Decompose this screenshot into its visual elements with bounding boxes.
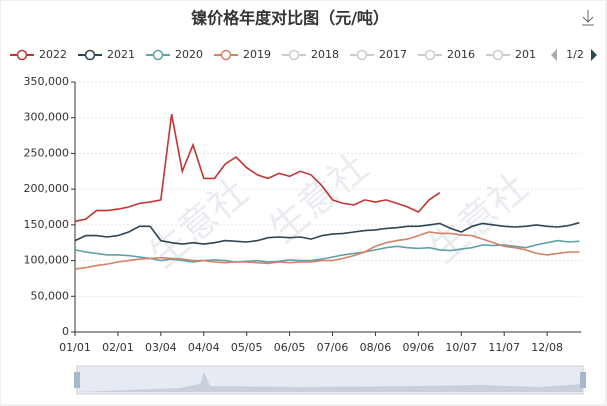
x-tick-label: 02/01 — [102, 341, 134, 354]
legend-label: 201 — [515, 48, 536, 61]
zoom-handle-left[interactable] — [74, 372, 80, 388]
y-tick-label: 50,000 — [31, 289, 70, 302]
legend-label: 2020 — [175, 48, 203, 61]
legend-item[interactable]: 2018 — [282, 48, 339, 61]
series-line — [74, 113, 441, 223]
download-icon[interactable] — [582, 10, 594, 26]
legend-item[interactable]: 2022 — [10, 48, 67, 61]
y-tick-label: 150,000 — [24, 218, 70, 231]
legend-label: 2022 — [39, 48, 67, 61]
x-tick-label: 07/06 — [317, 341, 349, 354]
legend-item[interactable]: 2020 — [146, 48, 203, 61]
legend-item[interactable]: 2019 — [214, 48, 271, 61]
y-tick-label: 350,000 — [24, 75, 70, 88]
legend-symbol — [84, 49, 96, 61]
legend-symbol — [356, 49, 368, 61]
chart-title: 镍价格年度对比图（元/吨） — [191, 9, 389, 28]
legend-label: 2017 — [379, 48, 407, 61]
x-tick-label: 12/08 — [531, 341, 563, 354]
legend-item[interactable]: 2021 — [78, 48, 135, 61]
legend-symbol — [288, 49, 300, 61]
legend-page: 1/2 — [566, 48, 584, 61]
legend-prev[interactable] — [551, 49, 557, 61]
legend-next[interactable] — [591, 49, 597, 61]
legend-item[interactable]: 201 — [486, 48, 536, 61]
zoom-shadow — [77, 372, 583, 392]
download-glyph — [582, 10, 594, 26]
legend-label: 2019 — [243, 48, 271, 61]
zoom-handle-right[interactable] — [580, 372, 586, 388]
legend-item[interactable]: 2016 — [418, 48, 475, 61]
y-tick-label: 250,000 — [24, 146, 70, 159]
y-tick-label: 300,000 — [24, 111, 70, 124]
zoom-slider[interactable] — [74, 365, 586, 395]
legend-symbol — [220, 49, 232, 61]
x-tick-label: 11/07 — [488, 341, 520, 354]
series-line — [74, 239, 580, 263]
y-tick-label: 0 — [62, 325, 69, 338]
legend-item[interactable]: 2017 — [350, 48, 407, 61]
x-tick-label: 01/01 — [59, 341, 91, 354]
x-tick-label: 03/04 — [145, 341, 177, 354]
legend-symbol — [492, 49, 504, 61]
x-tick-label: 05/05 — [231, 341, 263, 354]
legend-symbol — [152, 49, 164, 61]
plot: 0 50,000 100,000 150,000 200,000 250,000 300,0… — [24, 75, 582, 354]
series-line — [74, 221, 580, 245]
x-tick-label: 06/05 — [274, 341, 306, 354]
x-tick-label: 04/04 — [188, 341, 220, 354]
series-line — [74, 231, 580, 270]
legend-symbol — [16, 49, 28, 61]
legend: 2022 2021 2020 2019 2018 2017 2016 201 1/2 — [10, 48, 597, 61]
legend-label: 2018 — [311, 48, 339, 61]
x-tick-label: 10/07 — [445, 341, 477, 354]
y-tick-label: 200,000 — [24, 182, 70, 195]
legend-label: 2021 — [107, 48, 135, 61]
legend-symbol — [424, 49, 436, 61]
x-tick-label: 08/06 — [360, 341, 392, 354]
y-tick-label: 100,000 — [24, 254, 70, 267]
x-tick-label: 09/06 — [403, 341, 435, 354]
legend-label: 2016 — [447, 48, 475, 61]
